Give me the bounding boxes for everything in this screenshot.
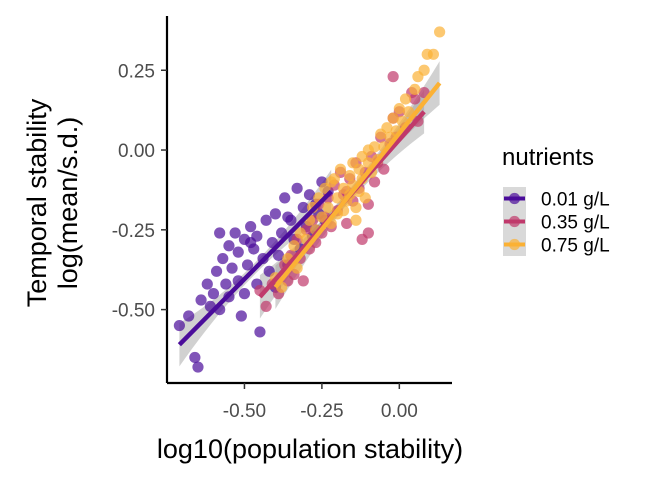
data-point [331,192,343,204]
x-axis-title: log10(population stability) [157,434,463,464]
data-point [368,176,381,188]
x-axis-ticks: -0.50 -0.25 0.00 [223,383,418,422]
y-tick-label: 0.25 [118,61,155,82]
data-point [269,208,282,220]
data-point [254,326,266,338]
legend-key-point [508,215,521,228]
data-point [359,192,371,204]
legend-items: 0.01 g/L0.35 g/L0.75 g/L [503,187,610,257]
legend-title: nutrients [502,144,594,171]
x-tick-label: -0.25 [300,401,343,422]
data-point [241,259,254,271]
y-tick-label: 0.00 [118,141,155,162]
data-point [409,93,421,105]
legend-key-point [508,238,521,251]
data-point [297,275,309,287]
data-point [368,141,381,153]
data-point [207,288,220,300]
data-point [288,240,300,252]
data-point [387,71,399,83]
legend-key-point [508,192,521,205]
data-point [350,214,362,226]
y-axis-title-line-1: Temporal stability [22,98,52,307]
data-point [245,236,257,249]
data-point [350,201,362,214]
data-point [381,122,393,134]
regression-lines [177,81,442,347]
data-point [427,48,440,60]
data-point [291,182,303,194]
data-point [195,294,207,306]
data-point [322,201,334,214]
y-axis-title: Temporal stability log(mean/s.d.) [22,98,83,307]
y-tick-label: -0.25 [112,221,155,242]
data-point [201,278,213,290]
data-point [353,163,365,175]
legend-label: 0.75 g/L [541,236,610,257]
data-point [399,93,412,105]
data-point [279,192,291,204]
data-point [229,227,241,239]
data-point [238,288,251,300]
data-point [334,163,347,175]
data-point [344,169,356,182]
data-point [282,211,294,223]
regression-line [273,81,442,289]
data-point [217,252,229,265]
data-point [260,214,272,226]
data-point [393,102,405,115]
data-points [173,26,446,373]
data-point [325,176,337,188]
data-point [223,240,235,252]
data-point [173,319,185,332]
data-point [220,278,232,290]
data-point [272,249,285,261]
x-tick-label: 0.00 [381,401,418,422]
data-point [232,246,244,258]
data-point [260,300,272,313]
data-point [297,201,309,214]
data-point [235,310,247,322]
y-axis-ticks: 0.25 0.00 -0.25 -0.50 [112,61,167,322]
data-point [316,211,328,223]
data-point [378,163,390,175]
legend: nutrients 0.01 g/L0.35 g/L0.75 g/L [502,144,610,257]
data-point [214,227,226,239]
data-point [418,64,430,76]
legend-label: 0.35 g/L [541,213,610,234]
data-point [189,351,201,364]
y-tick-label: -0.50 [112,301,155,322]
data-point [245,221,257,233]
data-point [183,310,195,322]
x-tick-label: -0.50 [223,401,266,422]
data-point [362,227,374,239]
data-point [341,217,353,230]
data-point [210,265,223,277]
data-point [387,112,399,124]
data-point [409,83,421,95]
data-point [434,26,446,38]
data-point [226,262,238,274]
y-axis-title-line-2: log(mean/s.d.) [53,117,83,290]
data-point [303,189,316,201]
regression-line [177,189,333,347]
data-point [192,361,204,373]
legend-label: 0.01 g/L [541,190,610,211]
